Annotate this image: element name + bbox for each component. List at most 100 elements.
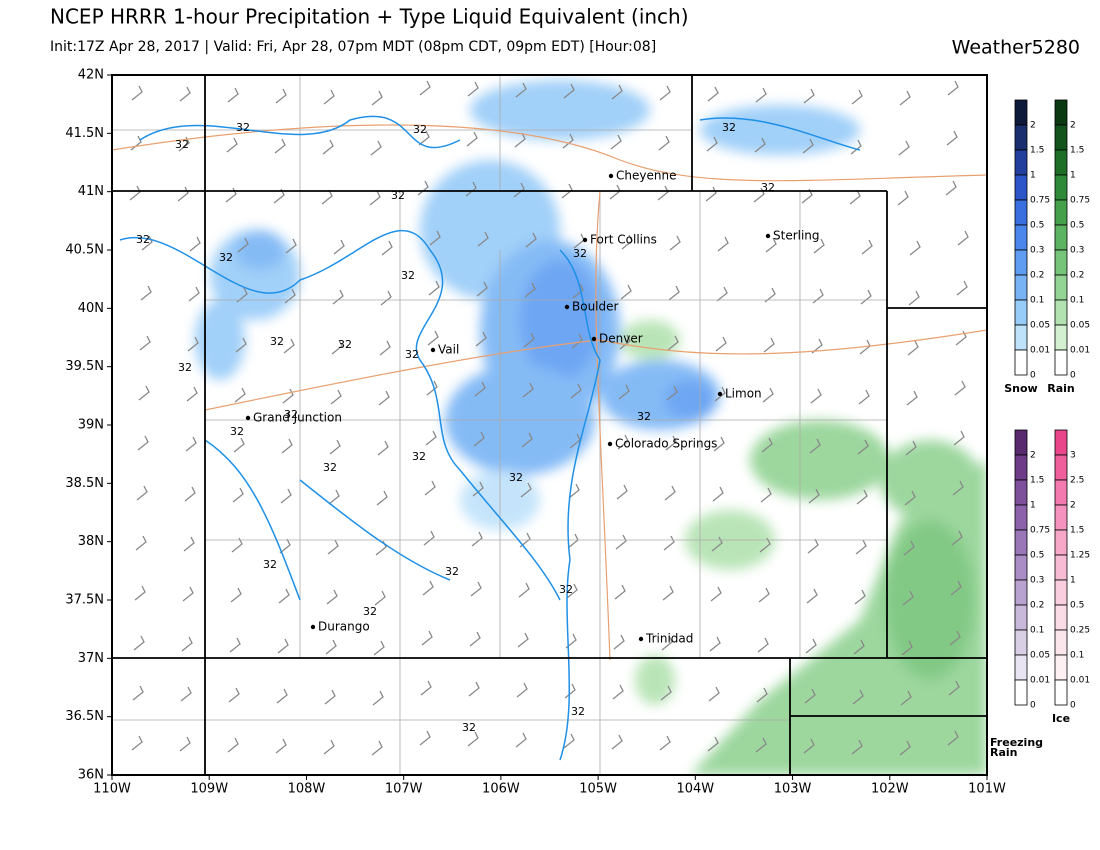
wind-barb <box>669 235 681 251</box>
wind-barb <box>954 380 966 396</box>
colorbar-segment <box>1054 504 1068 531</box>
wind-barb <box>275 88 287 104</box>
lat-tick-label: 41N <box>78 184 104 199</box>
wind-barb <box>567 533 579 549</box>
wind-barb <box>130 135 142 151</box>
wind-barb <box>472 481 484 497</box>
wind-barb <box>421 630 433 646</box>
colorbar-label: 1.5 <box>1070 526 1084 536</box>
legend-title: Ice <box>1052 712 1070 725</box>
colorbar-label: 0.3 <box>1030 246 1044 256</box>
wind-barb <box>860 289 872 305</box>
colorbar-label: 2.5 <box>1070 476 1084 486</box>
wind-barb <box>861 239 873 255</box>
legend-title: Snow <box>1004 382 1037 395</box>
colorbar-label: 0.3 <box>1030 576 1044 586</box>
wind-barb <box>907 340 919 356</box>
wind-barb <box>561 183 573 199</box>
wind-barb <box>762 387 774 403</box>
city-label: Durango <box>318 620 370 634</box>
wind-barb <box>377 440 389 456</box>
lon-tick-label: 110W <box>93 782 131 797</box>
wind-barb <box>226 137 238 153</box>
colorbar-label: 3 <box>1070 451 1076 461</box>
wind-barb <box>134 585 146 601</box>
lon-tick-label: 103W <box>774 782 812 797</box>
wind-barb <box>803 88 815 104</box>
colorbar-segment <box>1014 479 1028 506</box>
contour-label: 32 <box>445 565 459 578</box>
wind-barb <box>707 736 719 752</box>
wind-barb <box>476 281 488 297</box>
colorbar-segment <box>1014 349 1028 376</box>
wind-barb <box>330 389 342 405</box>
wind-barb <box>660 685 672 701</box>
wind-barb <box>474 381 486 397</box>
wind-barb <box>905 440 917 456</box>
colorbar-label: 0.25 <box>1070 626 1090 636</box>
wind-barb <box>327 539 339 555</box>
wind-barb <box>909 240 921 256</box>
lat-tick-label: 39N <box>78 418 104 433</box>
legend-title: Rain <box>1047 382 1075 395</box>
wind-barb <box>233 437 245 453</box>
contour-label: 32 <box>722 121 736 134</box>
colorbar-label: 0.1 <box>1070 651 1084 661</box>
wind-barb <box>945 180 957 196</box>
wind-barb <box>177 186 189 202</box>
wind-barb <box>803 738 815 754</box>
contour-label: 32 <box>175 138 189 151</box>
city-label: Cheyenne <box>616 169 676 183</box>
lat-tick-label: 39.5N <box>65 359 104 374</box>
wind-barb <box>236 287 248 303</box>
wind-barb <box>521 432 533 448</box>
wind-barb <box>323 89 335 105</box>
wind-barb <box>374 590 386 606</box>
wind-barb <box>283 338 295 354</box>
wind-barb <box>957 230 969 246</box>
colorbar-label: 0.1 <box>1030 626 1044 636</box>
wind-barb <box>562 133 574 149</box>
city-label: Boulder <box>572 300 619 314</box>
wind-barb <box>381 240 393 256</box>
wind-barb <box>758 587 770 603</box>
wind-barb <box>519 532 531 548</box>
colorbar-label: 2 <box>1070 501 1076 511</box>
wind-barb <box>709 636 721 652</box>
lon-tick-label: 107W <box>385 782 423 797</box>
wind-barb <box>524 282 536 298</box>
wind-barb <box>713 436 725 452</box>
colorbar-segment <box>1014 454 1028 481</box>
wind-barb <box>471 531 483 547</box>
wind-barb <box>467 81 479 97</box>
wind-barb <box>180 686 192 702</box>
colorbar-segment <box>1054 99 1068 126</box>
lon-tick-label: 108W <box>288 782 326 797</box>
colorbar-label: 0.05 <box>1070 321 1090 331</box>
wind-barb <box>760 487 772 503</box>
wind-barb <box>425 430 437 446</box>
wind-barb <box>565 633 577 649</box>
wind-barb <box>563 83 575 99</box>
wind-barb <box>710 586 722 602</box>
contour-label: 32 <box>405 348 419 361</box>
city-label: Trinidad <box>645 632 693 646</box>
wind-barb <box>326 589 338 605</box>
colorbar-segment <box>1054 149 1068 176</box>
wind-barb <box>373 640 385 656</box>
wind-barb <box>523 332 535 348</box>
wind-barb <box>761 437 773 453</box>
wind-barb <box>716 286 728 302</box>
wind-barb <box>808 488 820 504</box>
wind-barb <box>469 631 481 647</box>
wind-barb <box>179 736 191 752</box>
wind-barb <box>518 582 530 598</box>
colorbar-segment <box>1014 429 1028 456</box>
city-label: Denver <box>599 332 643 346</box>
wind-barb <box>138 385 150 401</box>
colorbar-label: 0 <box>1070 701 1076 711</box>
wind-barb <box>372 690 384 706</box>
wind-barb <box>948 680 960 696</box>
wind-barb <box>515 82 527 98</box>
wind-barb <box>322 139 334 155</box>
